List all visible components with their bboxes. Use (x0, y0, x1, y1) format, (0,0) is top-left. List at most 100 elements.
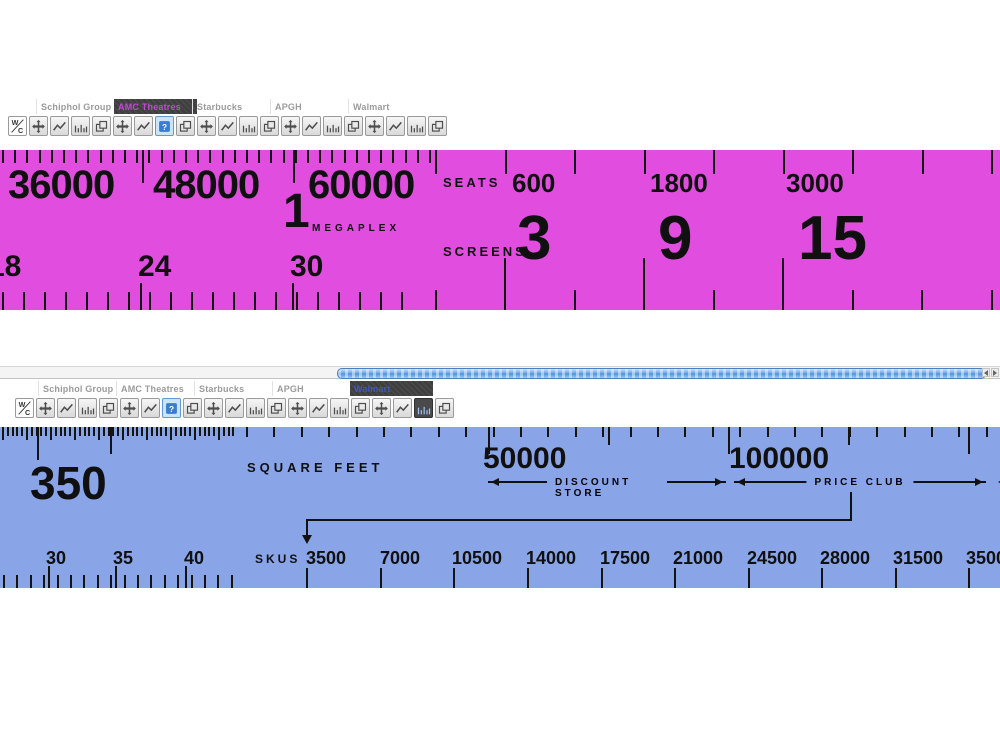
toolbar-button-move-icon[interactable] (365, 116, 384, 136)
toolbar-button-move-icon[interactable] (281, 116, 300, 136)
tick-mark (437, 427, 440, 437)
toolbar-button-line-icon[interactable] (302, 116, 321, 136)
megaplex-label: MEGAPLEX (312, 223, 401, 234)
tick-mark (643, 150, 646, 174)
tick-mark (170, 427, 172, 440)
toolbar-button-copy-icon[interactable] (344, 116, 363, 136)
tick-mark (30, 427, 33, 436)
toolbar-button-line-icon[interactable] (134, 116, 153, 136)
toolbar-button-histogram-icon[interactable] (330, 398, 349, 418)
tab-walmart[interactable]: Walmart (350, 381, 433, 396)
tick-mark (165, 427, 168, 436)
tick-mark (160, 427, 163, 436)
tick-mark (174, 427, 177, 436)
tick-mark (146, 427, 148, 440)
tab-apgh[interactable]: APGH (272, 381, 350, 396)
tab-amc-theatres[interactable]: AMC Theatres (114, 99, 197, 114)
toolbar-button-copy-icon[interactable] (183, 398, 202, 418)
toolbar-button-copy-icon[interactable] (435, 398, 454, 418)
screens-scale-value: 18 (0, 250, 22, 283)
toolbar-button-histogram-icon[interactable] (246, 398, 265, 418)
toolbar-button-line-icon[interactable] (309, 398, 328, 418)
tick-mark (107, 427, 110, 436)
toolbar-button-move-icon[interactable] (120, 398, 139, 418)
toolbar-button-move-icon[interactable] (372, 398, 391, 418)
tick-mark (465, 427, 468, 437)
toolbar-button-copy-icon[interactable] (351, 398, 370, 418)
tick-mark (189, 427, 192, 436)
tick-mark (141, 427, 144, 436)
tab-walmart[interactable]: Walmart (348, 99, 426, 114)
megaplex-value: 1 (283, 185, 310, 238)
toolbar-button-move-icon[interactable] (29, 116, 48, 136)
toolbar-button-move-icon[interactable] (36, 398, 55, 418)
tick-mark (233, 150, 236, 163)
seats-label: SEATS (443, 175, 501, 190)
toolbar-button-copy-icon[interactable] (267, 398, 286, 418)
toolbar-button-line-icon[interactable] (50, 116, 69, 136)
tick-mark (150, 575, 153, 588)
tick-mark (69, 427, 72, 436)
toolbar-button-histogram-icon[interactable] (78, 398, 97, 418)
toolbar-button-move-icon[interactable] (113, 116, 132, 136)
toolbar-button-move-icon[interactable] (288, 398, 307, 418)
tab-starbucks[interactable]: Starbucks (192, 99, 270, 114)
tick-mark (782, 258, 784, 310)
toolbar-button-copy-icon[interactable] (92, 116, 111, 136)
tick-mark (50, 427, 52, 440)
tick-mark (492, 427, 495, 437)
tick-mark (86, 292, 88, 310)
toolbar-button-histogram-icon[interactable] (239, 116, 258, 136)
toolbar-button-move-icon[interactable] (204, 398, 223, 418)
tick-mark (194, 427, 196, 440)
tick-mark (190, 575, 193, 588)
tick-mark (401, 292, 403, 310)
toolbar-button-help-icon[interactable]: ? (155, 116, 174, 136)
scrollbar-thumb[interactable] (337, 368, 986, 379)
toolbar-button-histogram-icon[interactable] (414, 398, 433, 418)
tick-mark (155, 427, 158, 436)
toolbar-button-copy-icon[interactable] (99, 398, 118, 418)
tick-mark (117, 427, 120, 436)
tick-mark (43, 575, 46, 588)
toolbar-button-help-icon[interactable]: ? (162, 398, 181, 418)
connector-line-drop (306, 519, 308, 536)
toolbar-button-line-icon[interactable] (218, 116, 237, 136)
horizontal-scrollbar[interactable] (0, 366, 1000, 379)
toolbar-button-histogram-icon[interactable] (71, 116, 90, 136)
tick-mark (293, 150, 295, 183)
tick-mark (383, 427, 385, 437)
tick-mark (328, 427, 331, 437)
toolbar-button-copy-icon[interactable] (260, 116, 279, 136)
toolbar-button-copy-icon[interactable] (176, 116, 195, 136)
toolbar-button-move-icon[interactable] (197, 116, 216, 136)
tick-mark (292, 283, 294, 310)
tab-starbucks[interactable]: Starbucks (194, 381, 272, 396)
tick-mark (50, 150, 53, 163)
tick-mark (64, 427, 67, 436)
toolbar-button-line-icon[interactable] (386, 116, 405, 136)
square-feet-350: 350 (30, 457, 107, 509)
tab-apgh[interactable]: APGH (270, 99, 348, 114)
toolbar-button-copy-icon[interactable] (428, 116, 447, 136)
svg-text:?: ? (162, 121, 167, 131)
toolbar-button-histogram-icon[interactable] (323, 116, 342, 136)
tick-mark (142, 150, 144, 183)
seats-scale-value: 48000 (153, 163, 260, 207)
tick-mark (115, 566, 117, 588)
tab-schiphol-group[interactable]: Schiphol Group (36, 99, 114, 114)
toolbar-button-line-icon[interactable] (141, 398, 160, 418)
toolbar-button-line-icon[interactable] (225, 398, 244, 418)
tick-mark (59, 427, 62, 436)
tab-amc-theatres[interactable]: AMC Theatres (116, 381, 194, 396)
feet-scale-value: 40 (184, 548, 205, 568)
toolbar-button-histogram-icon[interactable] (407, 116, 426, 136)
toolbar-button-line-icon[interactable] (57, 398, 76, 418)
tab-schiphol-group[interactable]: Schiphol Group (38, 381, 116, 396)
sku-scale-value: 28000 (820, 548, 871, 568)
toolbar-button-line-icon[interactable] (393, 398, 412, 418)
scrollbar-left-arrow-icon[interactable] (982, 368, 990, 377)
scrollbar-right-arrow-icon[interactable] (991, 368, 999, 377)
